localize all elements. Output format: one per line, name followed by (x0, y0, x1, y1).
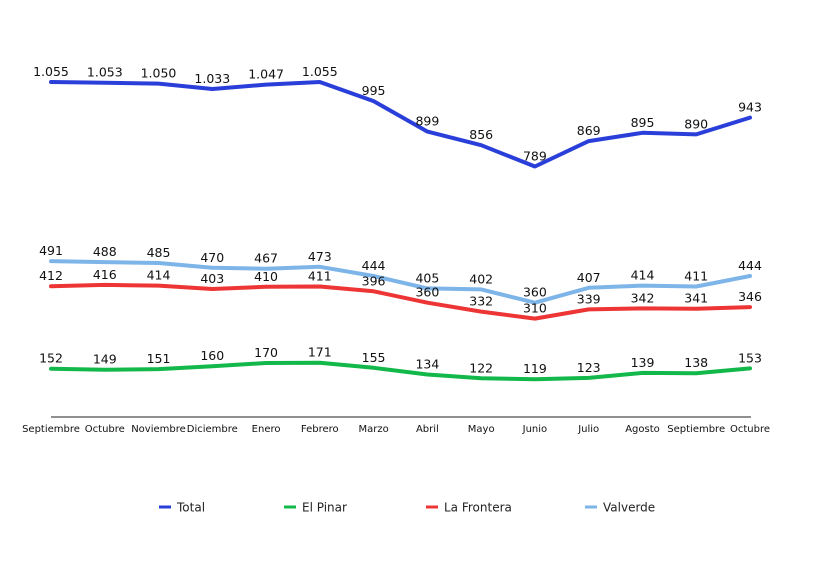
legend-item-valverde[interactable]: Valverde (585, 501, 655, 515)
data-label-total: 890 (684, 116, 708, 131)
data-label-total: 1.055 (302, 64, 338, 79)
series-line-valverde (49, 259, 752, 305)
data-label-total: 895 (631, 115, 655, 130)
legend-item-la-frontera[interactable]: La Frontera (426, 501, 512, 515)
data-label-el-pinar: 119 (523, 361, 547, 376)
data-label-total: 789 (523, 149, 547, 164)
data-label-el-pinar: 123 (577, 360, 601, 375)
data-label-la-frontera: 410 (254, 269, 278, 284)
data-label-valverde: 405 (415, 270, 439, 285)
data-label-la-frontera: 332 (469, 294, 493, 309)
x-tick-label: Septiembre (22, 424, 80, 435)
data-label-la-frontera: 310 (523, 301, 547, 316)
data-label-valverde: 491 (39, 243, 63, 258)
data-label-total: 856 (469, 127, 493, 142)
data-label-total: 1.055 (33, 64, 69, 79)
data-label-total: 1.033 (194, 71, 230, 86)
data-label-el-pinar: 155 (362, 350, 386, 365)
data-label-el-pinar: 134 (415, 357, 439, 372)
data-label-el-pinar: 122 (469, 360, 493, 375)
data-label-valverde: 407 (577, 270, 601, 285)
data-label-valverde: 360 (523, 285, 547, 300)
x-tick-label: Julio (577, 424, 599, 435)
data-label-valverde: 485 (147, 245, 171, 260)
data-label-el-pinar: 160 (200, 348, 224, 363)
data-label-el-pinar: 149 (93, 352, 117, 367)
data-label-valverde: 467 (254, 251, 278, 266)
data-label-la-frontera: 416 (93, 267, 117, 282)
data-label-valverde: 444 (362, 258, 386, 273)
data-label-total: 1.047 (248, 67, 284, 82)
data-label-la-frontera: 396 (362, 273, 386, 288)
data-label-el-pinar: 151 (147, 351, 171, 366)
data-label-el-pinar: 171 (308, 345, 332, 360)
legend-label: La Frontera (444, 501, 512, 515)
x-tick-label: Junio (522, 424, 548, 435)
data-label-total: 869 (577, 123, 601, 138)
series-line-la-frontera (49, 282, 752, 321)
series-line-total (49, 80, 752, 169)
data-label-la-frontera: 414 (147, 268, 171, 283)
data-label-la-frontera: 346 (738, 289, 762, 304)
data-label-la-frontera: 411 (308, 269, 332, 284)
data-label-valverde: 488 (93, 244, 117, 259)
data-label-el-pinar: 152 (39, 351, 63, 366)
data-label-total: 1.053 (87, 65, 123, 80)
x-tick-label: Mayo (468, 424, 495, 435)
legend-label: El Pinar (302, 501, 347, 515)
data-label-el-pinar: 138 (684, 355, 708, 370)
data-label-valverde: 414 (631, 268, 655, 283)
data-label-total: 995 (362, 83, 386, 98)
data-label-el-pinar: 139 (631, 355, 655, 370)
legend-label: Valverde (603, 501, 655, 515)
data-label-la-frontera: 403 (200, 271, 224, 286)
x-tick-label: Agosto (625, 424, 660, 435)
data-label-valverde: 411 (684, 269, 708, 284)
x-tick-label: Noviembre (131, 424, 186, 435)
data-label-valverde: 402 (469, 271, 493, 286)
legend-item-total[interactable]: Total (159, 501, 205, 515)
x-tick-label: Septiembre (667, 424, 725, 435)
data-label-valverde: 473 (308, 249, 332, 264)
x-tick-label: Octubre (730, 424, 770, 435)
data-label-el-pinar: 153 (738, 350, 762, 365)
data-label-total: 1.050 (141, 66, 177, 81)
x-tick-label: Abril (416, 424, 439, 435)
x-tick-label: Febrero (301, 424, 339, 435)
data-label-total: 899 (415, 114, 439, 129)
data-label-valverde: 444 (738, 258, 762, 273)
data-label-la-frontera: 341 (684, 291, 708, 306)
x-tick-label: Marzo (358, 424, 388, 435)
x-tick-label: Diciembre (187, 424, 238, 435)
x-tick-label: Enero (252, 424, 281, 435)
data-label-la-frontera: 360 (415, 285, 439, 300)
data-label-la-frontera: 412 (39, 268, 63, 283)
data-label-total: 943 (738, 100, 762, 115)
x-tick-label: Octubre (85, 424, 125, 435)
data-label-la-frontera: 339 (577, 291, 601, 306)
legend-label: Total (176, 501, 205, 515)
legend-item-el-pinar[interactable]: El Pinar (284, 501, 347, 515)
data-label-el-pinar: 170 (254, 345, 278, 360)
data-label-la-frontera: 342 (631, 290, 655, 305)
series-line-el-pinar (49, 360, 752, 382)
data-label-valverde: 470 (200, 250, 224, 265)
